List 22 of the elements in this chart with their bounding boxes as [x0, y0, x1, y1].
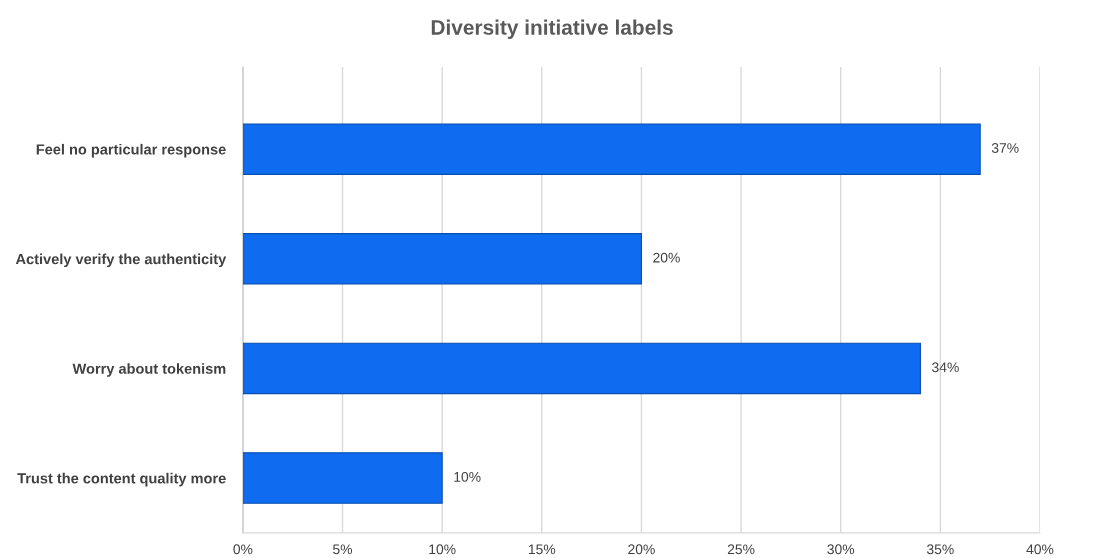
bar	[242, 452, 443, 504]
data-label: 37%	[991, 143, 1019, 153]
x-tick-label: 25%	[727, 544, 755, 555]
x-tick-label: 30%	[827, 544, 855, 555]
data-label: 20%	[653, 252, 680, 263]
x-tick-label: 20%	[628, 544, 655, 555]
x-tick-label: 5%	[333, 544, 353, 555]
x-tick-label: 35%	[926, 544, 954, 555]
x-tick-label: 40%	[1026, 544, 1054, 555]
data-label: 10%	[454, 471, 481, 482]
x-tick-label: 15%	[528, 544, 556, 555]
chart-title: Diversity initiative labels	[431, 19, 673, 39]
bar	[242, 123, 981, 175]
y-tick-label: Worry about tokenism	[72, 363, 226, 377]
y-tick-label: Trust the content quality more	[17, 472, 226, 487]
bar	[242, 342, 921, 395]
x-tick-label: 0%	[233, 544, 253, 555]
data-label: 34%	[932, 362, 959, 373]
x-tick-label: 10%	[429, 544, 456, 555]
y-tick-label: Feel no particular response	[36, 143, 226, 158]
bar	[242, 233, 642, 285]
y-tick-label: Actively verify the authenticity	[15, 253, 227, 268]
